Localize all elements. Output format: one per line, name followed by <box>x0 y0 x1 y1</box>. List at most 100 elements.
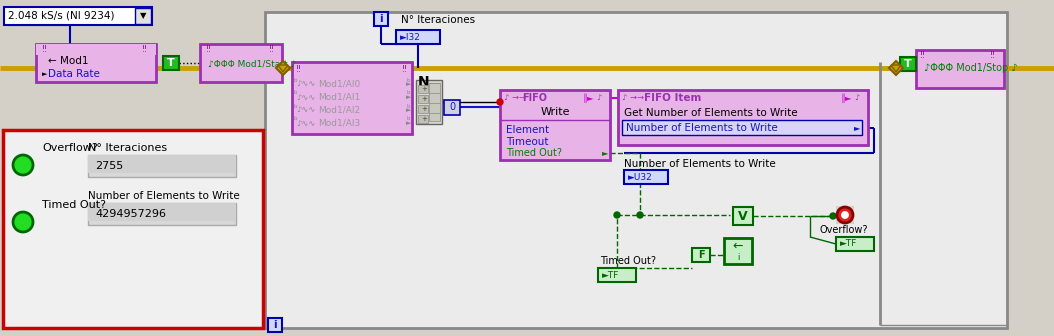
Text: b: b <box>294 78 297 83</box>
Text: Timed Out?: Timed Out? <box>42 200 106 210</box>
Text: ←: ← <box>733 240 743 252</box>
Bar <box>374 12 388 26</box>
Text: Mod1/AI2: Mod1/AI2 <box>318 106 360 115</box>
Text: ♪∿∿: ♪∿∿ <box>296 92 315 101</box>
Text: ♪ →→: ♪ →→ <box>622 93 644 102</box>
Text: b: b <box>294 103 297 109</box>
Text: ▼: ▼ <box>140 11 147 20</box>
Bar <box>416 80 442 124</box>
Text: Data Rate: Data Rate <box>48 69 100 79</box>
Text: ♪ΦΦΦ Mod1/Start ♪: ♪ΦΦΦ Mod1/Start ♪ <box>208 59 296 69</box>
Circle shape <box>637 212 643 218</box>
Text: !!: !! <box>206 45 212 54</box>
Text: 2755: 2755 <box>95 161 123 171</box>
Text: i: i <box>737 252 739 261</box>
Text: ← Mod1: ← Mod1 <box>48 56 89 66</box>
Text: ♪ΦΦΦ Mod1/Stop ♪: ♪ΦΦΦ Mod1/Stop ♪ <box>924 63 1017 73</box>
Text: FIFO: FIFO <box>522 93 547 103</box>
Text: !!: !! <box>296 65 302 74</box>
Text: Timed Out?: Timed Out? <box>600 256 656 266</box>
Text: ►: ► <box>602 149 608 158</box>
Circle shape <box>13 155 33 175</box>
Bar <box>292 62 412 134</box>
Bar <box>418 105 428 113</box>
Bar <box>87 203 236 225</box>
Text: b: b <box>407 78 410 83</box>
Text: i: i <box>379 14 383 24</box>
Polygon shape <box>733 207 753 225</box>
Text: Mod1/AI1: Mod1/AI1 <box>318 92 360 101</box>
Text: T: T <box>168 58 175 68</box>
Text: !!: !! <box>990 51 996 60</box>
Text: ♪∿∿: ♪∿∿ <box>296 119 315 127</box>
Text: ♪ →→: ♪ →→ <box>504 93 526 102</box>
Bar <box>836 206 854 224</box>
Bar <box>36 44 156 55</box>
Bar <box>87 203 236 221</box>
Bar <box>444 100 460 115</box>
Bar <box>396 30 440 44</box>
Bar <box>200 44 282 82</box>
Polygon shape <box>276 61 290 75</box>
Text: Mod1/AI3: Mod1/AI3 <box>318 119 360 127</box>
Text: +: + <box>421 116 427 122</box>
Text: ►TF: ►TF <box>602 270 620 280</box>
Text: ►: ► <box>406 94 411 100</box>
Text: Write: Write <box>541 107 570 117</box>
Text: N° Iteraciones: N° Iteraciones <box>87 143 168 153</box>
Bar <box>418 85 428 93</box>
Text: !!: !! <box>402 65 408 74</box>
Text: ►I32: ►I32 <box>401 33 421 42</box>
Text: ►: ► <box>42 71 47 77</box>
Text: Number of Elements to Write: Number of Elements to Write <box>626 123 778 133</box>
Text: Number of Elements to Write: Number of Elements to Write <box>87 191 239 201</box>
Text: Element: Element <box>506 125 549 135</box>
Text: !!: !! <box>42 45 48 54</box>
Circle shape <box>840 210 850 220</box>
Polygon shape <box>891 65 901 72</box>
Circle shape <box>497 99 503 105</box>
Text: Timed Out?: Timed Out? <box>506 148 562 158</box>
Circle shape <box>13 212 33 232</box>
Text: ♪∿∿: ♪∿∿ <box>296 106 315 115</box>
Bar <box>163 56 179 70</box>
Circle shape <box>614 212 620 218</box>
Text: ♪: ♪ <box>596 93 602 102</box>
Text: +: + <box>421 96 427 102</box>
Text: ►U32: ►U32 <box>628 172 652 181</box>
Text: ►: ► <box>854 124 860 132</box>
Text: ►: ► <box>406 81 411 87</box>
Text: T: T <box>904 59 912 69</box>
Circle shape <box>837 207 853 223</box>
Bar <box>429 83 440 121</box>
Bar <box>418 115 428 123</box>
Text: !!: !! <box>269 45 275 54</box>
Text: N: N <box>418 75 430 89</box>
Text: b: b <box>407 103 410 109</box>
Bar <box>836 237 874 251</box>
Bar <box>724 238 752 264</box>
Text: 4294957296: 4294957296 <box>95 209 165 219</box>
Text: FIFO Item: FIFO Item <box>644 93 701 103</box>
Text: 2.048 kS/s (NI 9234): 2.048 kS/s (NI 9234) <box>8 11 115 21</box>
Text: b: b <box>407 90 410 95</box>
Bar <box>418 95 428 103</box>
Text: V: V <box>738 210 747 222</box>
Text: ►: ► <box>406 107 411 113</box>
Text: Get Number of Elements to Write: Get Number of Elements to Write <box>624 108 798 118</box>
Text: Timeout: Timeout <box>506 137 548 147</box>
Text: !!: !! <box>920 51 926 60</box>
Bar <box>4 7 152 25</box>
Text: 0: 0 <box>449 102 455 112</box>
Text: F: F <box>698 250 704 260</box>
Bar <box>916 50 1004 88</box>
Bar <box>624 170 668 184</box>
Bar <box>900 57 916 71</box>
Circle shape <box>829 213 836 219</box>
Text: b: b <box>294 117 297 122</box>
Bar <box>268 318 282 332</box>
Text: i: i <box>273 320 277 330</box>
Text: ║►: ║► <box>840 93 852 103</box>
Polygon shape <box>278 65 288 72</box>
Bar <box>265 12 1007 328</box>
